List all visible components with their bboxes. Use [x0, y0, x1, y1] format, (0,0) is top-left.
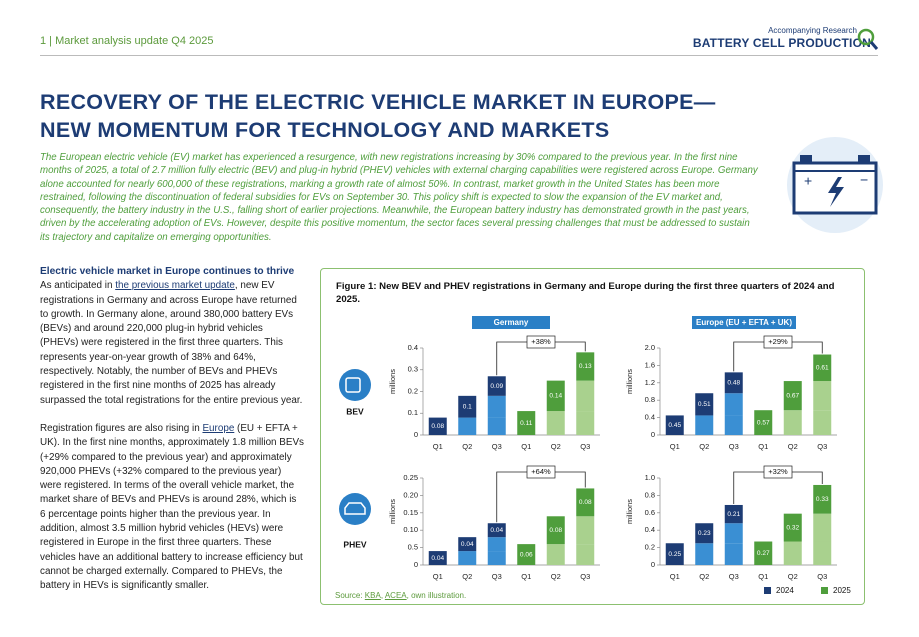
title: RECOVERY OF THE ELECTRIC VEHICLE MARKET …: [40, 88, 800, 144]
intro: The European electric vehicle (EV) marke…: [40, 152, 758, 243]
header-rule: [40, 55, 878, 56]
text: , new EV registrations in Germany and ac…: [40, 280, 303, 406]
svg-text:+: +: [804, 173, 812, 189]
article-heading: Electric vehicle market in Europe contin…: [40, 266, 295, 277]
text: (EU + EFTA + UK). In the first nine mont…: [40, 422, 304, 592]
paragraph: Registration figures are also rising in …: [40, 422, 304, 594]
link[interactable]: Europe: [202, 422, 235, 434]
text: As anticipated in: [40, 280, 116, 292]
logo-icon: [857, 28, 879, 50]
text: Source:: [335, 591, 365, 600]
figure-box: [320, 268, 865, 605]
text: , own illustration.: [406, 591, 467, 600]
figure-source: Source: KBA, ACEA, own illustration.: [335, 591, 466, 600]
figure-title: Figure 1: New BEV and PHEV registrations…: [336, 281, 835, 305]
text: Registration figures are also rising in: [40, 422, 203, 434]
title-line: RECOVERY OF THE ELECTRIC VEHICLE MARKET …: [40, 90, 716, 114]
title-line: NEW MOMENTUM FOR TECHNOLOGY AND MARKETS: [40, 118, 610, 142]
paragraph: As anticipated in the previous market up…: [40, 279, 304, 408]
article: Electric vehicle market in Europe contin…: [40, 265, 304, 608]
header-text: 1 | Market analysis update Q4 2025: [40, 35, 214, 47]
text: ,: [380, 591, 385, 600]
battery-icon: + −: [787, 137, 883, 233]
link[interactable]: ACEA: [384, 591, 407, 600]
link[interactable]: the previous market update: [115, 280, 235, 292]
logo-subtitle: Accompanying Research: [768, 26, 857, 35]
svg-text:−: −: [860, 172, 868, 188]
logo-title: BATTERY CELL PRODUCTION: [692, 36, 871, 50]
link[interactable]: KBA: [364, 591, 381, 600]
